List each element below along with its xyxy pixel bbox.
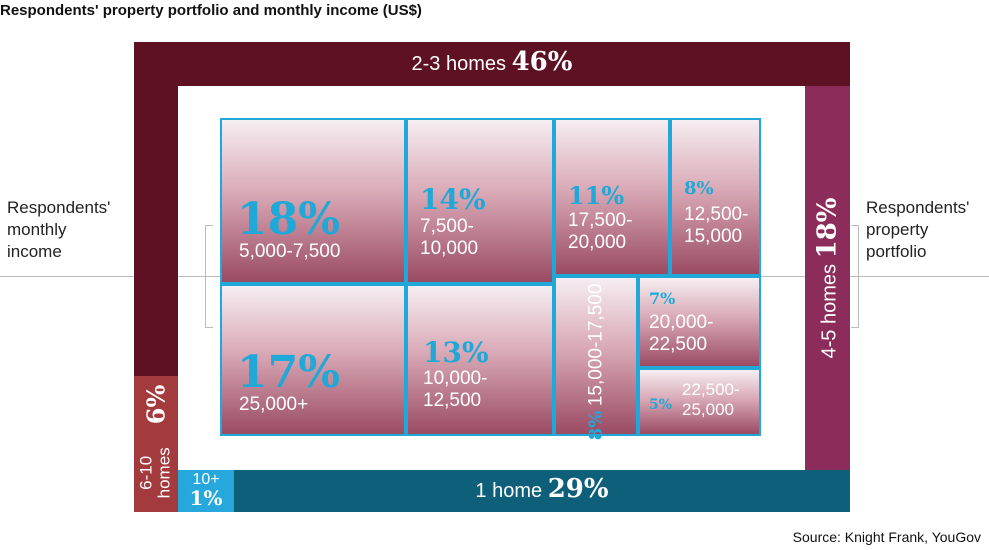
left-axis-label: Respondents' monthly income bbox=[7, 197, 110, 262]
pct-20000-22500: 7% bbox=[649, 289, 676, 308]
label-10-plus: 10+ bbox=[192, 471, 220, 488]
income-cell-17500-20000: 11% 17,500- 20,000 bbox=[554, 118, 670, 276]
frame-2-3-homes-left bbox=[134, 86, 178, 376]
frame-10-plus-homes: 10+ 1% bbox=[178, 470, 234, 512]
pct-25000-plus: 17% bbox=[237, 347, 341, 398]
range-20000-22500-a: 20,000- bbox=[649, 312, 714, 333]
pct-5000-7500: 18% bbox=[237, 194, 341, 245]
label-6-10-line-1: 6-10 bbox=[137, 455, 157, 491]
pct-22500-25000: 5% bbox=[649, 397, 673, 413]
income-cell-15000-17500: 8% 15,000-17,500 bbox=[554, 276, 638, 440]
range-25000-plus: 25,000+ bbox=[239, 394, 309, 415]
range-12500-15000-a: 12,500- bbox=[684, 204, 749, 225]
range-12500-15000-b: 15,000 bbox=[684, 225, 743, 247]
label-2-3-homes-text: 2-3 homes bbox=[411, 53, 507, 75]
range-15000-17500: 15,000-17,500 bbox=[585, 283, 607, 407]
value-6-10-homes: 6% bbox=[141, 384, 171, 424]
label-6-10-line-2: homes bbox=[155, 447, 174, 499]
range-22500-25000-b: 25,000 bbox=[682, 399, 734, 419]
right-bracket bbox=[851, 225, 859, 328]
range-20000-22500-b: 22,500 bbox=[649, 333, 708, 355]
range-17500-20000-b: 20,000 bbox=[568, 231, 627, 253]
range-22500-25000-a: 22,500- bbox=[682, 380, 740, 399]
range-7500-10000-a: 7,500- bbox=[420, 216, 474, 237]
label-1-home-text: 1 home bbox=[475, 480, 543, 502]
label-1-home: 1 home 29% bbox=[234, 474, 850, 504]
right-axis-label: Respondents' property portfolio bbox=[866, 197, 969, 262]
label-2-3-homes: 2-3 homes 46% bbox=[134, 47, 850, 77]
frame-2-3-homes-top bbox=[134, 42, 850, 86]
left-label-line-2: monthly bbox=[7, 219, 67, 239]
label-4-5-homes: 4-5 homes 18% bbox=[805, 86, 850, 470]
left-label-line-3: income bbox=[7, 241, 62, 261]
pct-15000-17500: 8% bbox=[585, 410, 607, 441]
income-cell-7500-10000: 14% 7,500- 10,000 bbox=[406, 118, 554, 284]
label-4-5-homes-text: 4-5 homes bbox=[818, 263, 841, 359]
income-cell-5000-7500: 18% 5,000-7,500 bbox=[220, 118, 406, 284]
right-label-line-2: property bbox=[866, 219, 929, 239]
income-cell-20000-22500: 7% 20,000- 22,500 bbox=[638, 276, 761, 368]
frame-6-10-homes bbox=[134, 376, 178, 512]
range-7500-10000-b: 10,000 bbox=[420, 237, 479, 259]
income-cell-10000-12500: 13% 10,000- 12,500 bbox=[406, 284, 554, 436]
pct-10000-12500: 13% bbox=[423, 336, 489, 369]
value-2-3-homes: 46% bbox=[511, 47, 573, 77]
left-guide-line bbox=[0, 276, 220, 277]
pct-7500-10000: 14% bbox=[420, 183, 486, 216]
income-cell-12500-15000: 8% 12,500- 15,000 bbox=[670, 118, 761, 276]
pct-12500-15000: 8% bbox=[684, 178, 714, 199]
label-6-10-homes-wrap: 6-10 homes bbox=[134, 434, 178, 512]
value-6-10-homes-wrap: 6% bbox=[134, 376, 178, 432]
value-1-home: 29% bbox=[547, 474, 609, 504]
range-10000-12500-b: 12,500 bbox=[423, 389, 482, 411]
right-label-line-1: Respondents' bbox=[866, 198, 970, 217]
range-5000-7500: 5,000-7,500 bbox=[239, 241, 341, 262]
frame-1-home bbox=[234, 470, 850, 512]
income-cell-22500-25000: 5% 22,500- 25,000 bbox=[638, 368, 761, 436]
pct-17500-20000: 11% bbox=[568, 181, 625, 210]
chart-title: Respondents' property portfolio and mont… bbox=[0, 2, 422, 19]
frame-4-5-homes bbox=[805, 86, 850, 470]
range-17500-20000-a: 17,500- bbox=[568, 210, 633, 231]
right-guide-line bbox=[760, 276, 989, 277]
value-10-plus: 1% bbox=[189, 486, 223, 510]
income-cell-25000-plus: 17% 25,000+ bbox=[220, 284, 406, 436]
left-label-line-1: Respondents' bbox=[7, 198, 111, 217]
value-4-5-homes: 18% bbox=[812, 197, 843, 259]
range-10000-12500-a: 10,000- bbox=[423, 368, 488, 389]
left-bracket bbox=[205, 225, 213, 328]
right-label-line-3: portfolio bbox=[866, 241, 927, 261]
source-note: Source: Knight Frank, YouGov bbox=[792, 529, 981, 545]
